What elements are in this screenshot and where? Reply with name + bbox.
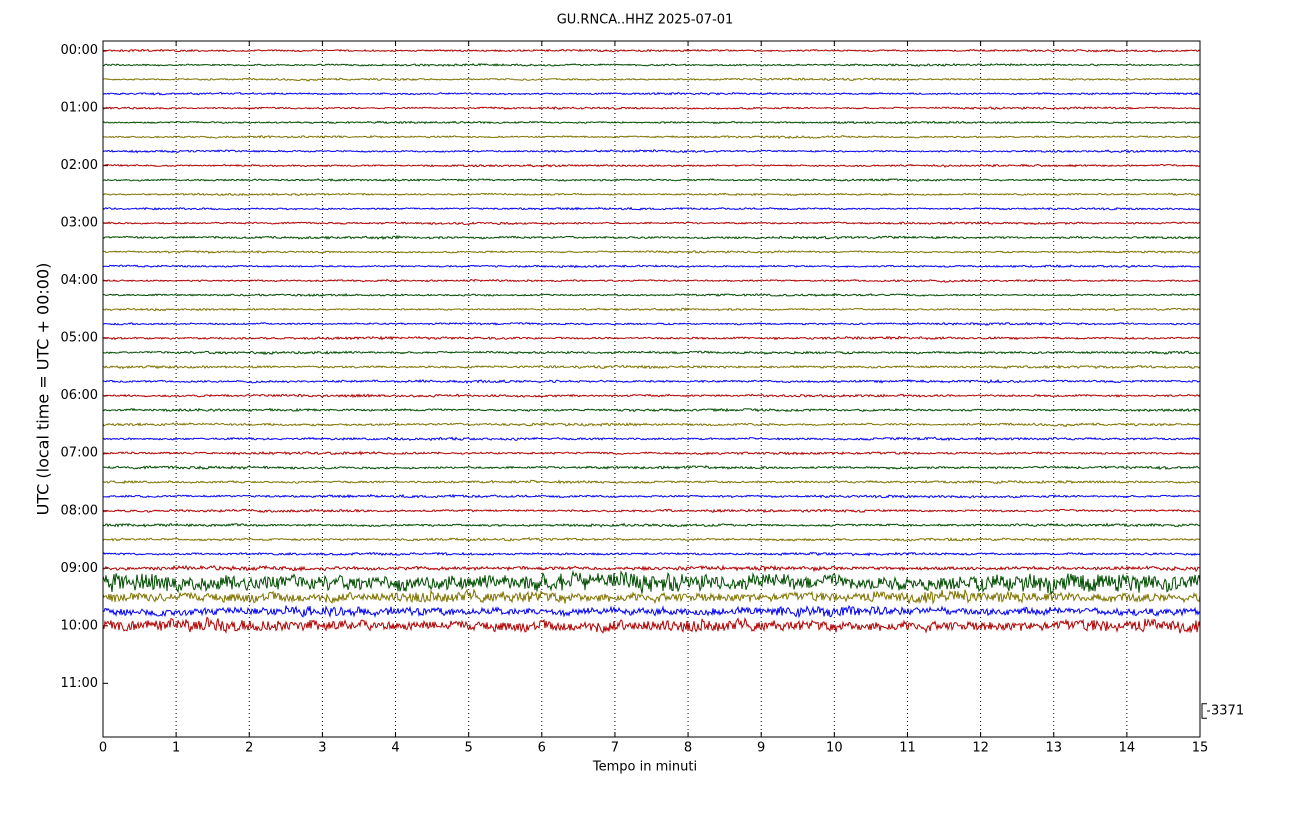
trace <box>102 407 1201 413</box>
trace <box>102 422 1201 428</box>
trace <box>102 278 1201 283</box>
trace <box>102 436 1201 442</box>
trace <box>102 249 1200 255</box>
x-tick-label: 12 <box>972 741 989 756</box>
trace <box>102 120 1201 125</box>
x-tick-label: 13 <box>1045 741 1062 756</box>
x-tick-label: 9 <box>757 741 765 756</box>
trace <box>102 604 1201 619</box>
trace <box>102 48 1201 53</box>
trace <box>103 464 1201 471</box>
x-tick-label: 7 <box>611 741 619 756</box>
trace <box>102 569 1201 595</box>
y-tick-label: 07:00 <box>61 446 98 461</box>
trace <box>102 493 1201 499</box>
y-tick-label: 10:00 <box>61 618 98 633</box>
trace <box>102 264 1201 269</box>
x-tick-label: 1 <box>172 741 180 756</box>
trace <box>102 292 1201 297</box>
x-tick-label: 8 <box>684 741 692 756</box>
trace <box>102 177 1201 182</box>
trace <box>102 91 1201 96</box>
y-tick-label: 05:00 <box>61 331 98 346</box>
trace <box>102 335 1201 341</box>
trace <box>102 321 1201 326</box>
scale-bar <box>1201 703 1210 719</box>
x-tick-label: 0 <box>99 741 107 756</box>
x-tick-label: 2 <box>245 741 253 756</box>
x-tick-label: 11 <box>899 741 916 756</box>
y-tick-label: 09:00 <box>61 561 98 576</box>
chart-title: GU.RNCA..HHZ 2025-07-01 <box>557 13 734 28</box>
trace <box>102 307 1201 312</box>
plot-frame <box>102 40 1201 738</box>
trace <box>102 134 1201 140</box>
y-tick-label: 04:00 <box>61 273 98 288</box>
trace <box>102 536 1201 542</box>
x-axis-label: Tempo in minuti <box>592 760 697 775</box>
trace <box>102 522 1201 528</box>
trace <box>102 163 1201 168</box>
trace <box>102 192 1201 197</box>
trace <box>102 234 1201 240</box>
trace <box>102 220 1201 226</box>
x-tick-label: 5 <box>465 741 473 756</box>
trace <box>102 564 1201 573</box>
scale-label: 3371 <box>1211 704 1244 719</box>
x-tick-label: 14 <box>1119 741 1136 756</box>
x-tick-label: 10 <box>826 741 843 756</box>
trace <box>102 551 1201 557</box>
trace <box>102 479 1201 485</box>
trace <box>103 63 1201 67</box>
y-axis-label: UTC (local time = UTC + 00:00) <box>34 263 53 516</box>
trace <box>102 378 1201 384</box>
trace <box>102 350 1201 356</box>
y-tick-label: 02:00 <box>61 158 98 173</box>
y-tick-label: 06:00 <box>61 388 98 403</box>
trace <box>102 106 1200 111</box>
y-tick-label: 03:00 <box>61 216 98 231</box>
y-tick-label: 01:00 <box>61 101 98 116</box>
trace <box>102 450 1201 456</box>
x-tick-label: 6 <box>538 741 546 756</box>
trace <box>102 616 1201 634</box>
y-tick-label: 08:00 <box>61 503 98 518</box>
trace <box>102 364 1201 370</box>
y-tick-label: 11:00 <box>61 676 98 691</box>
x-tick-label: 3 <box>318 741 326 756</box>
trace <box>102 206 1201 211</box>
x-tick-label: 4 <box>391 741 399 756</box>
trace <box>102 508 1201 514</box>
trace <box>102 588 1201 605</box>
trace <box>102 149 1201 154</box>
trace <box>102 77 1200 82</box>
trace <box>103 393 1201 399</box>
x-tick-label: 15 <box>1192 741 1209 756</box>
y-tick-label: 00:00 <box>61 43 98 58</box>
